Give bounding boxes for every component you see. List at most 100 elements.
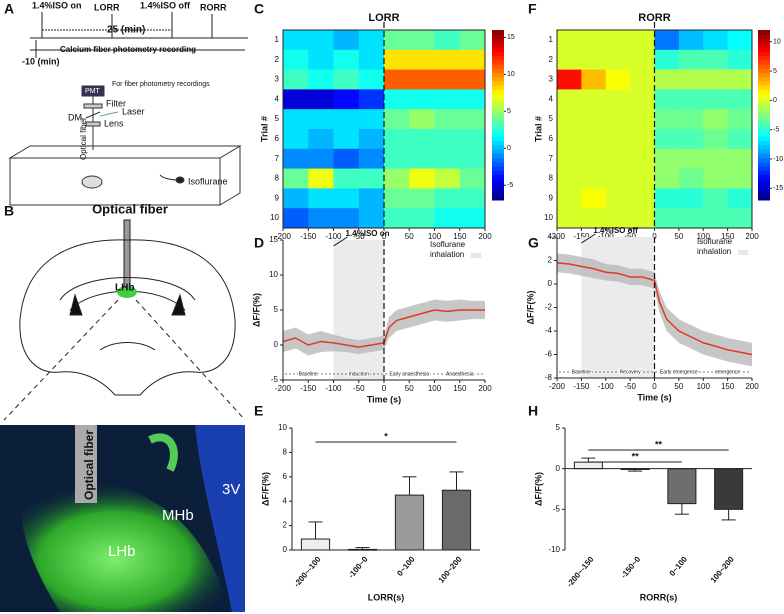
colorbar-step xyxy=(492,76,504,82)
heat-cell xyxy=(727,129,753,150)
heat-cell xyxy=(557,89,582,110)
heat-cell xyxy=(727,30,753,51)
heat-cell xyxy=(409,49,435,70)
x-tick-label: -100~0 xyxy=(347,554,370,579)
y-tick-label: 5 xyxy=(556,423,561,432)
shade xyxy=(581,237,655,378)
row-label: 9 xyxy=(549,193,554,202)
colorbar-step xyxy=(758,157,770,163)
heat-cell xyxy=(654,30,680,51)
heat-cell xyxy=(384,129,410,150)
heat-cell xyxy=(703,89,728,110)
heat-cell xyxy=(434,69,461,90)
heat-cell xyxy=(409,109,435,130)
colorbar-step xyxy=(492,161,504,167)
heat-cell xyxy=(727,49,753,70)
y-axis-label: ΔF/F(%) xyxy=(533,472,543,506)
heat-cell xyxy=(283,129,309,150)
x-tick-label: -100 xyxy=(325,384,342,393)
micrograph-label: LHb xyxy=(108,543,136,560)
x-tick-label: -200 xyxy=(549,382,566,391)
y-tick-label: 0 xyxy=(283,545,288,554)
panel-label: H xyxy=(528,403,538,419)
heat-cell xyxy=(358,30,385,51)
x-tick-label: 0 xyxy=(652,232,657,241)
bar xyxy=(667,468,697,505)
colorbar-step xyxy=(492,38,504,44)
heat-cell xyxy=(434,168,461,189)
phase-label: Baseline xyxy=(572,369,591,375)
heat-cell xyxy=(605,168,631,189)
panel-label: A xyxy=(4,1,14,17)
annotation: 1.4%ISO off xyxy=(593,226,638,235)
colorbar-label: 0 xyxy=(507,145,511,152)
row-label: 8 xyxy=(549,174,554,183)
heat-cell xyxy=(409,89,435,110)
heat-cell xyxy=(333,148,360,169)
y-axis-label: ΔF/F(%) xyxy=(251,293,261,327)
heat-cell xyxy=(459,188,486,209)
heat-cell xyxy=(557,49,582,70)
heat-cell xyxy=(581,188,607,209)
x-tick-label: 100~200 xyxy=(709,554,736,584)
colorbar-step xyxy=(492,178,504,184)
y-tick-label: 8 xyxy=(283,448,288,457)
x-tick-label: 100 xyxy=(428,232,442,241)
heat-cell xyxy=(557,69,582,90)
heat-cell xyxy=(630,148,655,169)
y-tick-label: 5 xyxy=(274,305,279,314)
row-label: 2 xyxy=(549,55,554,64)
heat-cell xyxy=(727,208,753,229)
x-tick-label: 200 xyxy=(745,382,759,391)
colorbar-step xyxy=(492,119,504,124)
heat-cell xyxy=(409,69,435,90)
colorbar-step xyxy=(492,149,504,154)
heat-cell xyxy=(727,89,753,110)
colorbar-step xyxy=(758,127,770,133)
significance-label: ** xyxy=(632,451,640,461)
heat-cell xyxy=(283,168,309,189)
row-label: 7 xyxy=(275,154,280,163)
legend-label: Isoflurane xyxy=(697,237,733,246)
heat-cell xyxy=(581,168,607,189)
x-tick-label: -150~0 xyxy=(619,554,642,579)
heat-cell xyxy=(384,89,410,110)
x-tick-label: 0~100 xyxy=(395,554,417,577)
heat-cell xyxy=(605,188,631,209)
heat-cell xyxy=(678,109,704,130)
setup-label: PMT xyxy=(85,88,101,95)
heat-cell xyxy=(654,69,680,90)
heat-cell xyxy=(434,188,461,209)
colorbar-step xyxy=(758,106,770,112)
colorbar-step xyxy=(492,59,504,65)
colorbar-step xyxy=(492,110,504,116)
colorbar-step xyxy=(492,102,504,107)
colorbar-step xyxy=(758,183,770,188)
row-label: 2 xyxy=(275,55,280,64)
colorbar-label: 0 xyxy=(773,97,777,104)
heat-cell xyxy=(308,188,334,209)
mean-line xyxy=(282,309,485,348)
row-label: 7 xyxy=(549,154,554,163)
heat-cell xyxy=(630,89,655,110)
colorbar-step xyxy=(758,76,770,82)
heat-cell xyxy=(434,148,461,169)
heat-cell xyxy=(434,30,461,51)
row-label: 1 xyxy=(275,35,280,44)
annotation: 1.4%ISO on xyxy=(346,229,390,238)
heat-cell xyxy=(459,89,486,110)
micrograph-label: 3V xyxy=(222,481,240,498)
heat-cell xyxy=(283,49,309,70)
colorbar-step xyxy=(492,140,504,146)
significance-label: ** xyxy=(655,439,663,449)
x-tick-label: 0 xyxy=(652,382,657,391)
x-axis-label: Time (s) xyxy=(367,394,401,404)
heat-cell xyxy=(727,109,753,130)
x-tick-label: 50 xyxy=(674,382,683,391)
y-axis-label: ΔF/F(%) xyxy=(525,291,535,325)
heat-cell xyxy=(409,30,435,51)
bar xyxy=(573,461,603,470)
heat-cell xyxy=(557,188,582,209)
heat-cell xyxy=(581,30,607,51)
x-tick-label: 150 xyxy=(721,382,735,391)
